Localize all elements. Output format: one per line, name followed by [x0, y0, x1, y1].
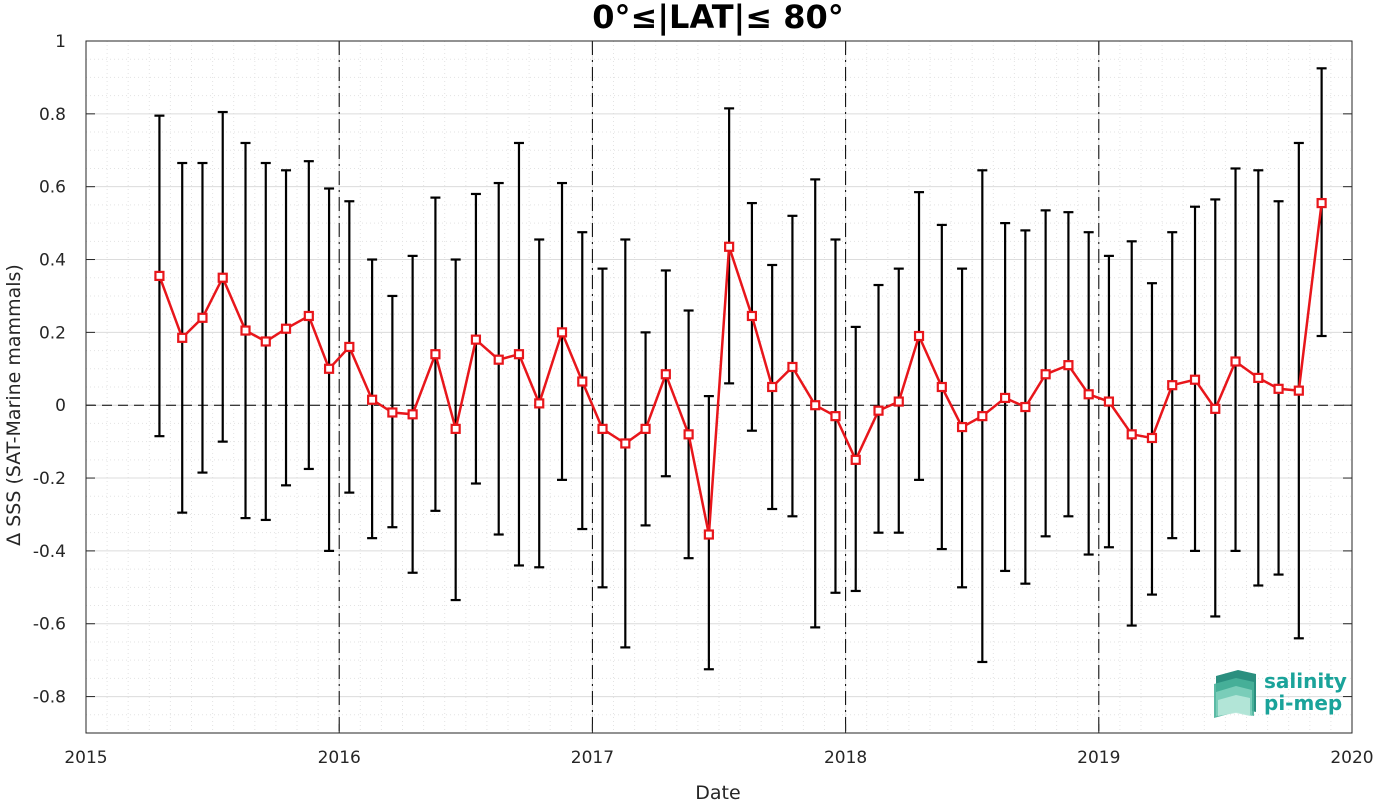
- data-point: [1273, 383, 1284, 394]
- y-tick-label: 0.6: [39, 178, 66, 198]
- year-separators: [338, 41, 1100, 733]
- y-axis-label: Δ SSS (SAT-Marine mammals): [3, 264, 25, 546]
- tick-marks: [85, 40, 1353, 733]
- data-point: [1103, 396, 1115, 407]
- data-point: [1020, 401, 1031, 413]
- data-point: [830, 411, 841, 422]
- data-point: [154, 270, 165, 282]
- data-point: [534, 398, 545, 409]
- chart-title: 0°≤|LAT|≤ 80°: [592, 0, 843, 37]
- data-point: [597, 423, 608, 434]
- data-point: [1293, 385, 1304, 396]
- logo-text-line2: pi-mep: [1264, 691, 1342, 715]
- data-point: [1210, 403, 1221, 414]
- plot-frame: [85, 40, 1353, 734]
- x-tick-label: 2015: [64, 748, 107, 768]
- wave-icon: [1214, 670, 1256, 718]
- data-point: [260, 336, 271, 347]
- y-tick-label: 0.2: [39, 323, 66, 343]
- data-point: [913, 330, 925, 342]
- data-point: [956, 421, 968, 433]
- data-point: [1126, 429, 1137, 440]
- data-point: [1040, 369, 1051, 380]
- data-point: [1253, 372, 1264, 383]
- data-point: [787, 361, 798, 373]
- x-tick-label: 2019: [1077, 748, 1120, 768]
- data-point: [303, 310, 314, 322]
- y-tick-label: 0.4: [39, 251, 66, 271]
- data-point: [577, 376, 588, 387]
- data-point: [513, 349, 525, 360]
- data-point: [893, 396, 904, 407]
- minor-grid: [86, 41, 1352, 734]
- y-tick-label: -0.6: [33, 615, 66, 635]
- data-point: [850, 454, 861, 465]
- x-tick-label: 2020: [1330, 748, 1373, 768]
- data-point: [1000, 392, 1011, 404]
- logo-text-line1: salinity: [1264, 669, 1347, 693]
- data-point: [767, 381, 778, 393]
- data-point: [217, 272, 228, 283]
- data-point: [430, 349, 441, 360]
- data-point: [703, 529, 714, 540]
- data-point: [387, 407, 398, 418]
- data-point: [660, 369, 671, 380]
- data-point: [323, 363, 335, 374]
- y-tick-label: 1: [55, 32, 66, 52]
- data-point: [197, 312, 208, 323]
- x-tick-labels: 2015 2016 2017 2018 2019 2020: [64, 748, 1373, 768]
- data-point: [240, 325, 251, 336]
- data-point: [470, 334, 482, 345]
- data-point: [367, 394, 378, 405]
- data-point: [683, 429, 694, 440]
- y-tick-label: 0: [55, 396, 66, 416]
- x-tick-label: 2018: [824, 748, 867, 768]
- data-point: [1063, 360, 1074, 371]
- salinity-pi-mep-logo: salinity pi-mep: [1214, 669, 1347, 718]
- data-point: [1230, 356, 1241, 367]
- data-point: [177, 332, 188, 343]
- data-point: [1189, 374, 1201, 385]
- data-point: [280, 323, 292, 334]
- data-point: [1316, 197, 1327, 209]
- data-point: [344, 341, 355, 353]
- data-point: [556, 327, 568, 338]
- series-line: [158, 202, 1323, 535]
- y-tick-label: -0.8: [33, 688, 66, 708]
- data-point: [1083, 389, 1094, 400]
- x-tick-label: 2017: [571, 748, 614, 768]
- y-tick-label: -0.2: [33, 469, 66, 489]
- series-markers: [154, 197, 1327, 540]
- data-point: [1167, 380, 1178, 391]
- data-point: [407, 409, 418, 420]
- data-point: [746, 310, 758, 322]
- y-tick-labels: 1 0.8 0.6 0.4 0.2 0 -0.2 -0.4 -0.6 -0.8: [33, 32, 66, 708]
- y-tick-label: -0.4: [33, 542, 66, 562]
- data-point: [493, 354, 504, 365]
- data-point: [450, 423, 461, 434]
- data-point: [977, 411, 988, 422]
- x-tick-label: 2016: [318, 748, 361, 768]
- x-axis-label: Date: [695, 782, 740, 801]
- data-point: [873, 405, 884, 416]
- y-tick-label: 0.8: [39, 105, 66, 125]
- data-point: [810, 400, 821, 411]
- data-point: [620, 438, 631, 449]
- data-point: [936, 381, 947, 393]
- data-point: [724, 241, 735, 252]
- data-point: [1146, 432, 1158, 444]
- data-point: [640, 423, 651, 434]
